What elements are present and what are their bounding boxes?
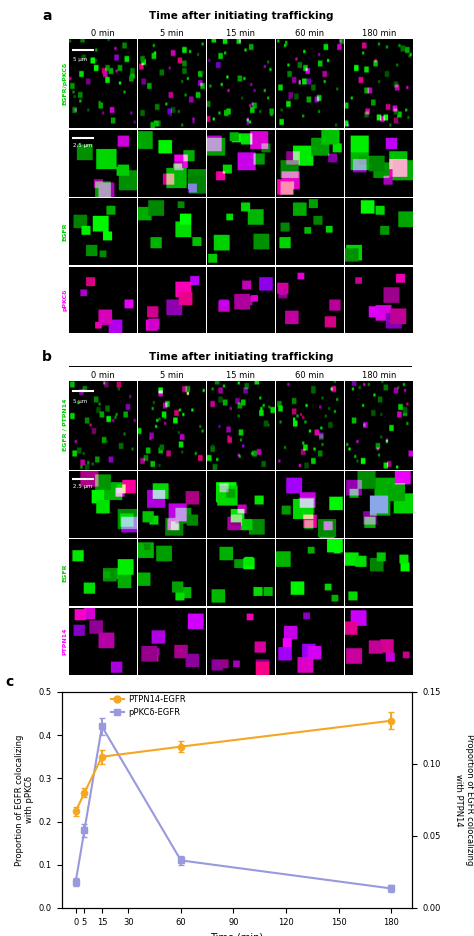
Text: 5 min: 5 min [160,29,184,38]
Legend: PTPN14-EGFR, pPKCδ-EGFR: PTPN14-EGFR, pPKCδ-EGFR [108,692,189,721]
Text: b: b [42,350,52,364]
Text: EGFR/pPKCδ: EGFR/pPKCδ [62,62,67,106]
Text: 5 min: 5 min [160,371,184,380]
Text: 180 min: 180 min [362,29,396,38]
Text: pPKCδ: pPKCδ [62,289,67,311]
Text: 5 μm: 5 μm [73,57,87,63]
Y-axis label: Proportion of EGFR colocalizing
with pPKCδ: Proportion of EGFR colocalizing with pPK… [15,734,35,866]
Text: 180 min: 180 min [362,371,396,380]
Y-axis label: Proportion of EGFR colocalizing
with PTPN14: Proportion of EGFR colocalizing with PTP… [455,734,474,866]
Text: EGFR: EGFR [62,223,67,241]
Text: 2.5 μm: 2.5 μm [73,484,92,489]
Text: EGFR / PTPN14: EGFR / PTPN14 [62,399,67,451]
Text: 15 min: 15 min [227,371,255,380]
Text: 0 min: 0 min [91,371,115,380]
Text: 5 μm: 5 μm [73,399,87,403]
Text: Time after initiating trafficking: Time after initiating trafficking [149,352,333,362]
Text: 15 min: 15 min [227,29,255,38]
Text: Time after initiating trafficking: Time after initiating trafficking [149,11,333,21]
Text: 0 min: 0 min [91,29,115,38]
Text: 2.5 μm: 2.5 μm [73,142,92,148]
Text: 60 min: 60 min [295,29,324,38]
Text: c: c [6,675,14,689]
Text: EGFR: EGFR [62,563,67,582]
Text: PTPN14: PTPN14 [62,627,67,655]
Text: a: a [42,8,52,22]
Text: 60 min: 60 min [295,371,324,380]
X-axis label: Time (min): Time (min) [210,932,264,936]
